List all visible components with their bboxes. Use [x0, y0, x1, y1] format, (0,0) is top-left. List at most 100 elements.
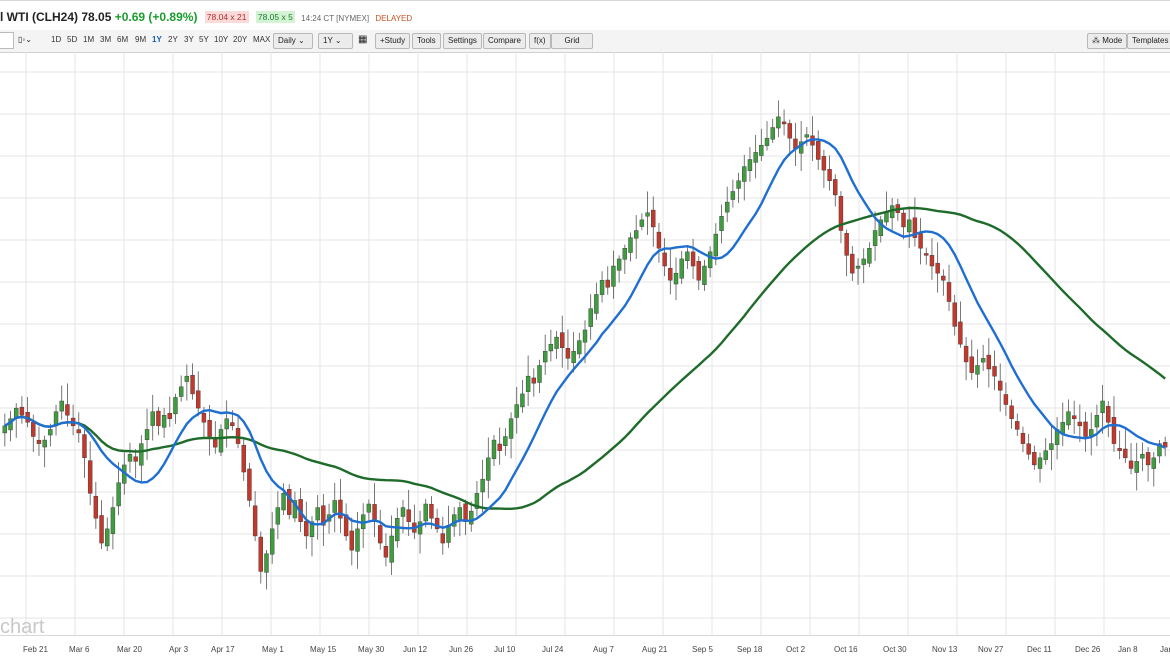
candle-body-up [736, 180, 741, 189]
candle [8, 410, 13, 442]
candle [867, 242, 872, 268]
period-select[interactable]: 1Y ⌄ [318, 33, 353, 49]
candle-body-up [1100, 400, 1105, 414]
candle [918, 218, 923, 265]
candle-body-down [1077, 421, 1083, 427]
candle [36, 426, 42, 456]
candle-body-down [497, 443, 502, 451]
range-20y[interactable]: 20Y [233, 35, 248, 44]
symbol-input[interactable] [0, 32, 14, 49]
range-1m[interactable]: 1M [83, 35, 95, 44]
candle [781, 109, 787, 136]
candle [1128, 443, 1134, 475]
templates-button[interactable]: Templates [1127, 33, 1170, 49]
candle [1106, 401, 1111, 438]
candle-body-down [935, 262, 940, 274]
price-chart[interactable] [0, 52, 1170, 635]
candle [417, 510, 423, 554]
range-2y[interactable]: 2Y [168, 35, 178, 44]
candle-body-up [508, 418, 514, 439]
candle-body-up [1049, 443, 1054, 450]
candle-body-up [571, 351, 576, 363]
candle-body-up [742, 166, 747, 182]
range-6m[interactable]: 6M [117, 35, 129, 44]
candle [935, 242, 940, 293]
symbol-name[interactable]: l WTI (CLH24) [0, 10, 78, 24]
candle-body-up [872, 230, 878, 246]
candle-body-up [878, 219, 883, 236]
candle-body-down [816, 141, 821, 160]
tools-button[interactable]: Tools [412, 33, 441, 49]
candle-body-down [787, 123, 792, 139]
candle [793, 122, 798, 166]
candle [65, 383, 70, 427]
time-axis-label: Oct 16 [834, 645, 858, 654]
candle [1083, 412, 1088, 452]
candle [235, 415, 241, 449]
candle-body-down [156, 410, 161, 427]
range-1y[interactable]: 1Y [152, 35, 162, 44]
candle [571, 331, 576, 373]
candle [719, 204, 724, 244]
mode-button[interactable]: ⁂ Mode [1087, 33, 1128, 49]
range-10y[interactable]: 10Y [214, 35, 229, 44]
candle-body-up [633, 230, 639, 239]
range-max[interactable]: MAX [253, 35, 271, 44]
candle [742, 154, 747, 201]
candle-body-down [378, 525, 383, 544]
candle-body-down [605, 279, 610, 288]
candle [907, 206, 912, 249]
moving-average-slow [4, 206, 1166, 510]
candle-body-up [542, 351, 548, 363]
candle-body-down [963, 345, 969, 363]
candle-body-down [241, 444, 246, 473]
range-3m[interactable]: 3M [100, 35, 112, 44]
candle [776, 100, 781, 138]
candle [87, 441, 93, 506]
candle [577, 332, 582, 359]
moving-average-fast [4, 138, 1166, 530]
candle-body-up [480, 478, 485, 493]
range-5d[interactable]: 5D [67, 35, 78, 44]
candle-body-down [941, 275, 946, 281]
candle [889, 198, 895, 232]
range-9m[interactable]: 9M [135, 35, 147, 44]
candle [1020, 426, 1026, 453]
interval-select[interactable]: Daily ⌄ [273, 33, 313, 49]
range-3y[interactable]: 3Y [184, 35, 194, 44]
candle-body-up [525, 375, 531, 392]
candle [633, 215, 639, 259]
candle-body-up [417, 521, 423, 535]
calendar-icon[interactable]: ▦ [358, 34, 368, 45]
candle [656, 223, 662, 263]
fx-button[interactable]: f(x) [529, 33, 551, 49]
time-axis-label: Jun 12 [403, 645, 428, 654]
compare-button[interactable]: Compare [483, 33, 526, 49]
candle [1134, 442, 1139, 491]
candle-body-down [821, 156, 827, 171]
candle-body-up [520, 393, 525, 408]
candle [281, 483, 286, 515]
candle-body-down [167, 413, 172, 419]
settings-button[interactable]: Settings [443, 33, 482, 49]
candle-body-up [554, 336, 559, 349]
candle-body-up [685, 251, 690, 261]
range-1d[interactable]: 1D [51, 35, 62, 44]
candle-body-down [82, 434, 87, 459]
candle-body-up [804, 134, 810, 138]
candle [161, 407, 167, 438]
candle-body-up [315, 507, 320, 521]
grid-button[interactable]: Grid [551, 33, 593, 49]
candle [958, 301, 963, 348]
candle-body-down [247, 468, 252, 501]
range-5y[interactable]: 5Y [199, 35, 209, 44]
candle [565, 329, 571, 370]
candle [969, 339, 974, 380]
candle-body-up [599, 280, 605, 295]
candle [599, 271, 605, 303]
study-button[interactable]: +Study [375, 33, 411, 49]
candle-body-down [196, 390, 201, 409]
chart-type-dropdown[interactable]: ▯◦⌄ [18, 33, 32, 47]
candle-body-up [1134, 461, 1139, 473]
time-axis-label: May 30 [358, 645, 385, 654]
